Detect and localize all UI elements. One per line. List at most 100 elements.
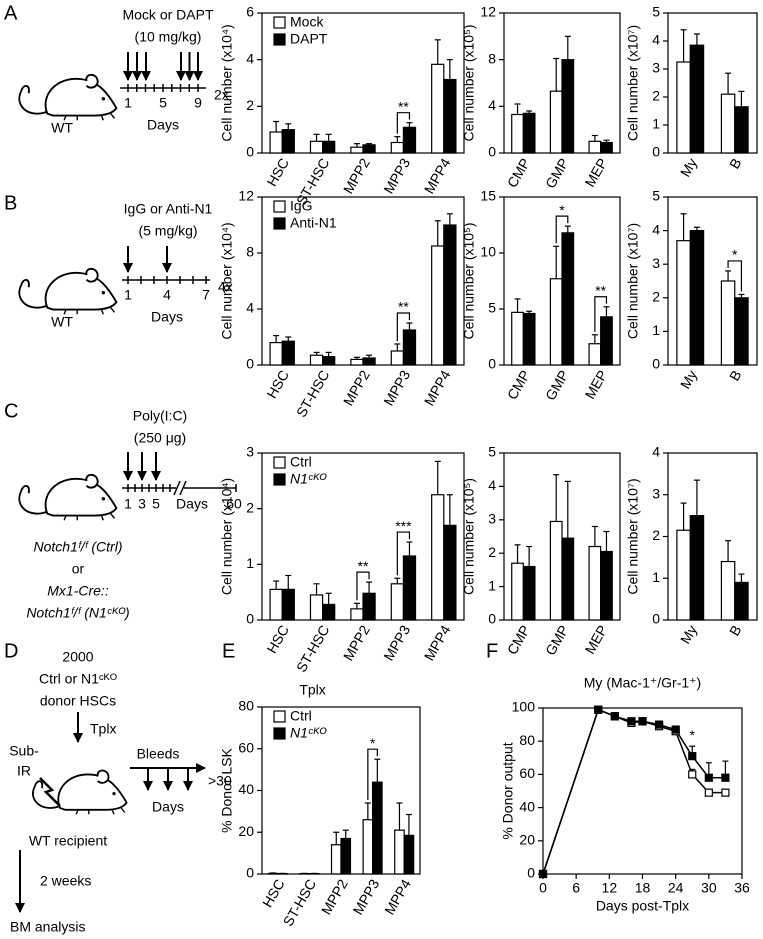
- genotype-line: or: [72, 561, 85, 577]
- y-tick-label: 12: [238, 188, 254, 204]
- legend-label: Ctrl: [290, 708, 312, 724]
- bar: [281, 340, 295, 366]
- y-axis-label: Cell number (x10⁷): [625, 478, 641, 594]
- bar: [511, 311, 524, 366]
- significance-bracket: [396, 531, 411, 576]
- x-tick-label: HSC: [263, 622, 292, 656]
- panel-label: C: [4, 400, 18, 422]
- y-tick-label: 4: [488, 477, 496, 493]
- mouse-label: WT: [51, 314, 73, 330]
- legend-label: Anti-N1: [290, 215, 337, 231]
- significance-label: **: [398, 98, 409, 114]
- marker: [610, 712, 619, 721]
- bar: [511, 562, 524, 621]
- legend-swatch: [273, 33, 286, 46]
- bar: [511, 113, 524, 154]
- y-tick-label: 5: [652, 4, 660, 20]
- plot-frame: [667, 196, 758, 366]
- x-tick-label: My: [677, 367, 700, 391]
- donor-line: donor HSCs: [40, 693, 116, 709]
- legend-swatch: [273, 710, 286, 723]
- x-tick-label: GMP: [542, 622, 572, 658]
- bar: [350, 608, 364, 621]
- bar: [390, 141, 404, 154]
- day-label: 5: [152, 496, 160, 512]
- significance-bracket: [367, 748, 378, 801]
- bar: [330, 844, 342, 875]
- y-tick-label: 10: [480, 244, 496, 260]
- legend-swatch: [273, 16, 286, 29]
- mouse-icon: [18, 267, 118, 316]
- day-label: 1: [124, 287, 132, 303]
- significance-label: **: [595, 282, 606, 298]
- bar: [443, 78, 457, 154]
- chart-title: Tplx: [299, 682, 325, 698]
- day-label: 1: [124, 496, 132, 512]
- legend-swatch: [273, 727, 286, 740]
- x-tick-label: 6: [572, 880, 580, 896]
- y-tick-label: 5: [488, 300, 496, 316]
- bar: [689, 515, 705, 621]
- x-tick-label: MEP: [581, 155, 610, 189]
- x-tick-label: MPP2: [340, 367, 373, 408]
- x-tick-label: ST-HSC: [293, 622, 333, 674]
- y-tick-label: 20: [238, 823, 254, 839]
- y-tick-label: 2: [488, 544, 496, 560]
- y-axis-label: % Donor LSK: [219, 747, 235, 832]
- bar: [402, 126, 417, 154]
- x-tick-label: 36: [734, 880, 750, 896]
- x-tick-label: 24: [668, 880, 684, 896]
- x-tick-label: 30: [701, 880, 717, 896]
- x-tick-label: 12: [602, 880, 618, 896]
- y-tick-label: 5: [652, 188, 660, 204]
- line-series: [542, 708, 726, 875]
- bar: [600, 550, 613, 621]
- bar: [561, 59, 575, 154]
- x-tick-label: MPP3: [380, 622, 413, 663]
- bar: [402, 555, 417, 621]
- y-tick-label: 0: [527, 865, 535, 881]
- bar: [402, 329, 417, 366]
- bar: [269, 588, 283, 621]
- bar: [522, 112, 536, 154]
- y-axis-label: Cell number (x10⁴): [219, 478, 235, 595]
- bar: [390, 583, 404, 621]
- treatment: Poly(I:C): [133, 408, 187, 424]
- y-tick-label: 3: [652, 255, 660, 271]
- y-tick-label: 0: [488, 356, 496, 372]
- legend-swatch: [273, 200, 286, 213]
- mouse-icon: [18, 73, 118, 122]
- y-tick-label: 0: [652, 144, 660, 160]
- y-tick-label: 0: [246, 611, 254, 627]
- y-axis-label: Cell number (x10⁵): [461, 24, 477, 141]
- irradiation-bolt: [39, 777, 61, 807]
- bar: [561, 537, 575, 621]
- x-tick-label: B: [726, 367, 745, 383]
- timeline-break: [179, 480, 187, 496]
- mouse-label: WT recipient: [29, 833, 107, 849]
- bar: [403, 834, 415, 875]
- x-tick-label: HSC: [259, 876, 288, 910]
- significance-bracket: [396, 112, 411, 134]
- treatment: Mock or DAPT: [122, 7, 213, 23]
- bar: [350, 146, 364, 154]
- day-label: 1: [124, 95, 132, 111]
- x-tick-label: My: [677, 622, 700, 646]
- x-tick-label: 18: [635, 880, 651, 896]
- panel-label: B: [4, 192, 17, 214]
- bar: [269, 342, 283, 366]
- marker: [704, 788, 713, 797]
- x-tick-label: MPP2: [340, 622, 373, 663]
- bar: [600, 141, 613, 154]
- bar: [720, 280, 736, 366]
- bar: [676, 529, 691, 621]
- y-axis-label: Cell number (x10⁷): [625, 25, 641, 141]
- marker: [654, 720, 664, 729]
- marker: [721, 773, 730, 782]
- significance-label: **: [358, 558, 369, 574]
- bar: [340, 837, 352, 875]
- marker: [688, 770, 697, 779]
- panel-label: F: [486, 640, 498, 662]
- y-axis-label: Cell number (x10⁷): [625, 223, 641, 339]
